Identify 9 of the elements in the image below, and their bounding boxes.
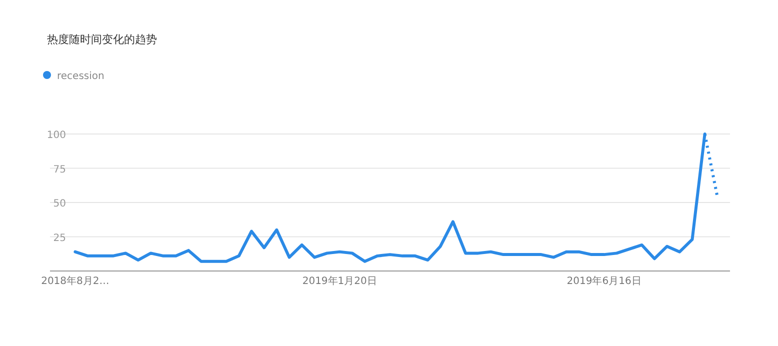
x-tick-label: 2019年6月16日	[566, 275, 642, 287]
x-tick-label: 2018年8月2…	[41, 275, 110, 287]
y-tick-label: 100	[46, 130, 66, 141]
legend-label: recession	[57, 71, 104, 82]
y-tick-label: 25	[53, 232, 66, 244]
y-tick-label: 75	[53, 164, 66, 176]
chart-title: 热度随时间变化的趋势	[47, 33, 157, 46]
y-tick-label: 50	[53, 198, 66, 210]
x-tick-label: 2019年1月20日	[302, 275, 377, 287]
